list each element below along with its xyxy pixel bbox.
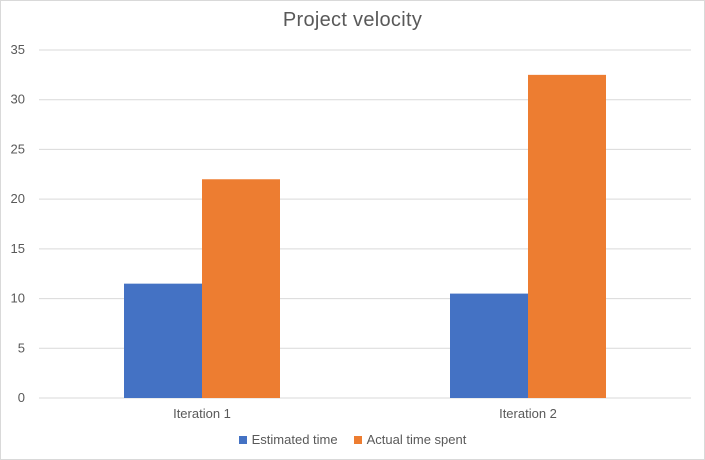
bar-actual-2 [528,74,606,398]
x-tick-label-2: Iteration 2 [499,406,557,421]
bar-estimated-1 [124,283,202,398]
legend-swatch-estimated [238,435,247,444]
legend-swatch-actual [353,435,362,444]
legend-item-actual: Actual time spent [353,432,467,447]
bar-actual-1 [202,179,280,398]
y-tick-label-15: 15 [11,241,25,256]
legend-label-estimated: Estimated time [251,432,338,447]
legend-label-actual: Actual time spent [366,432,467,447]
y-tick-label-35: 35 [11,42,25,57]
y-tick-label-30: 30 [11,92,25,107]
y-tick-label-20: 20 [11,191,25,206]
chart-title: Project velocity [282,9,423,31]
y-tick-label-25: 25 [11,141,25,156]
chart-legend: Estimated time Actual time spent [1,432,704,447]
y-tick-label-5: 5 [18,340,25,355]
legend-item-estimated: Estimated time [238,432,338,447]
bar-estimated-2 [450,293,528,398]
y-tick-label-0: 0 [18,390,25,405]
x-tick-label-1: Iteration 1 [173,406,231,421]
y-tick-label-10: 10 [11,291,25,306]
